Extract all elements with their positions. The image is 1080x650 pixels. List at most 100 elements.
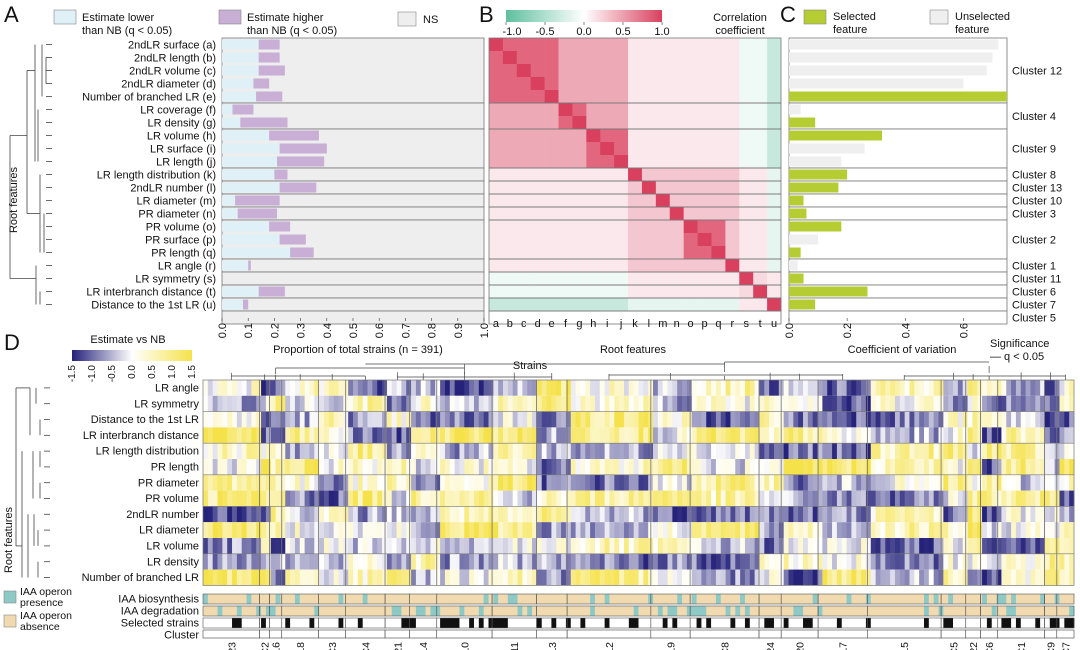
estimate-cell bbox=[1044, 380, 1051, 396]
estimate-cell bbox=[570, 569, 576, 586]
estimate-cell bbox=[459, 506, 465, 523]
estimate-cell bbox=[522, 553, 528, 570]
estimate-cell bbox=[643, 395, 649, 412]
estimate-cell bbox=[265, 427, 272, 444]
corr-cell bbox=[586, 272, 601, 286]
estimate-cell bbox=[517, 411, 523, 428]
estimate-cell bbox=[1006, 522, 1012, 538]
annotation-cell bbox=[594, 618, 601, 628]
estimate-cell bbox=[227, 553, 233, 570]
estimate-cell bbox=[348, 395, 354, 412]
annotation-cell bbox=[730, 594, 736, 604]
cluster-id-label: C11 bbox=[509, 642, 521, 650]
estimate-cell bbox=[614, 538, 620, 554]
estimate-cell bbox=[619, 522, 625, 538]
estimate-cell bbox=[667, 395, 673, 412]
annotation-row-label: Selected strains bbox=[121, 618, 200, 630]
estimate-cell bbox=[711, 411, 717, 428]
estimate-cell bbox=[953, 380, 959, 396]
estimate-cell bbox=[1069, 411, 1075, 428]
estimate-cell bbox=[691, 553, 697, 570]
estimate-cell bbox=[754, 380, 760, 396]
estimate-cell bbox=[798, 474, 804, 491]
estimate-cell bbox=[203, 553, 209, 570]
estimate-cell bbox=[923, 569, 930, 586]
estimate-cell bbox=[556, 459, 562, 475]
estimate-cell bbox=[241, 443, 247, 459]
estimate-cell bbox=[803, 569, 809, 586]
estimate-cell bbox=[265, 395, 272, 412]
estimate-cell bbox=[1020, 474, 1027, 491]
corr-cell bbox=[586, 51, 601, 65]
estimate-cell bbox=[386, 569, 393, 586]
corr-cell bbox=[711, 181, 726, 195]
estimate-cell bbox=[415, 459, 422, 475]
estimate-cell bbox=[217, 380, 223, 396]
estimate-cell bbox=[570, 380, 576, 396]
estimate-cell bbox=[285, 395, 291, 412]
corr-cell bbox=[753, 129, 768, 143]
estimate-cell bbox=[1049, 443, 1056, 459]
annotation-cell bbox=[522, 606, 528, 616]
estimate-cell bbox=[962, 522, 968, 538]
estimate-cell bbox=[923, 538, 930, 554]
corr-cell bbox=[655, 207, 671, 221]
panel-a-tick-label: 0.8 bbox=[427, 323, 439, 338]
annotation-cell bbox=[1030, 618, 1036, 628]
estimate-cell bbox=[435, 538, 441, 554]
annotation-cell bbox=[696, 606, 702, 616]
estimate-cell bbox=[696, 538, 702, 554]
panel-letter-d: D bbox=[4, 330, 20, 355]
bar-lower bbox=[222, 234, 280, 245]
annotation-cell bbox=[754, 606, 760, 616]
corr-cell bbox=[753, 142, 768, 156]
estimate-cell bbox=[280, 395, 286, 412]
estimate-cell bbox=[1011, 395, 1017, 412]
annotation-cell bbox=[435, 594, 441, 604]
corr-cell bbox=[586, 103, 601, 117]
estimate-cell bbox=[328, 522, 335, 538]
panel-b-x-tick-label: b bbox=[507, 318, 513, 330]
estimate-cell bbox=[720, 474, 726, 491]
annotation-cell bbox=[822, 618, 828, 628]
estimate-cell bbox=[323, 553, 330, 570]
corr-cell bbox=[544, 298, 559, 312]
estimate-cell bbox=[957, 411, 964, 428]
estimate-cell bbox=[880, 459, 886, 475]
colorbar-d-tick-label: 0.0 bbox=[127, 365, 138, 379]
estimate-cell bbox=[875, 506, 881, 523]
corr-cell bbox=[711, 129, 726, 143]
estimate-cell bbox=[827, 506, 833, 523]
annotation-cell bbox=[870, 618, 877, 628]
cluster-label: Cluster 8 bbox=[1012, 170, 1056, 182]
estimate-cell bbox=[657, 474, 664, 491]
estimate-cell bbox=[1054, 490, 1060, 507]
annotation-cell bbox=[638, 594, 644, 604]
corr-cell bbox=[544, 38, 559, 52]
estimate-cell bbox=[972, 459, 978, 475]
corr-cell bbox=[586, 285, 601, 299]
estimate-cell bbox=[1015, 380, 1022, 396]
estimate-cell bbox=[372, 553, 378, 570]
annotation-cell bbox=[440, 594, 446, 604]
annotation-cell bbox=[769, 594, 775, 604]
estimate-cell bbox=[725, 490, 731, 507]
estimate-cell bbox=[290, 443, 296, 459]
panel-b-x-tick-label: k bbox=[632, 318, 638, 330]
estimate-cell bbox=[430, 553, 436, 570]
annotation-cell bbox=[532, 606, 538, 616]
estimate-cell bbox=[246, 395, 252, 412]
estimate-cell bbox=[227, 490, 233, 507]
estimate-cell bbox=[909, 569, 915, 586]
annotation-cell bbox=[488, 594, 494, 604]
bar-higher bbox=[258, 65, 285, 76]
estimate-cell bbox=[609, 459, 615, 475]
corr-cell bbox=[711, 168, 726, 182]
estimate-cell bbox=[890, 490, 896, 507]
estimate-cell bbox=[590, 506, 596, 523]
corr-cell bbox=[502, 285, 518, 299]
annotation-cell bbox=[207, 606, 214, 616]
estimate-cell bbox=[590, 553, 596, 570]
bar-lower bbox=[222, 195, 236, 206]
estimate-cell bbox=[517, 553, 523, 570]
